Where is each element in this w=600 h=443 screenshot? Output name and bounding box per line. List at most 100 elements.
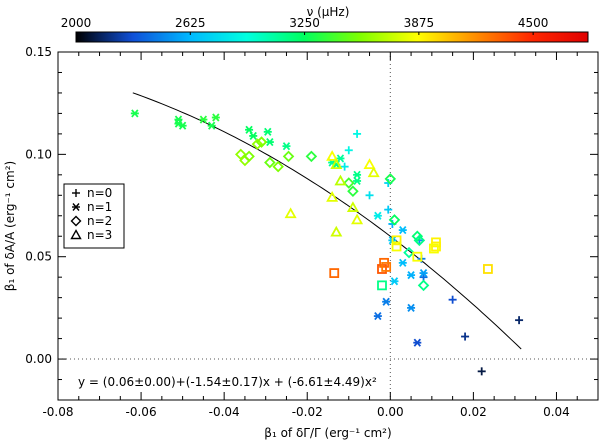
legend-label: n=1 xyxy=(87,200,112,214)
triangle-shape xyxy=(330,225,343,237)
triangle-shape xyxy=(346,201,359,212)
colorbar-tick-label: 3875 xyxy=(404,16,435,30)
data-point-asterisk xyxy=(373,311,382,321)
triangle-shape xyxy=(284,207,297,219)
diamond-shape xyxy=(255,136,268,148)
data-point-square xyxy=(391,235,402,246)
data-point-asterisk xyxy=(263,127,272,136)
x-tick-label: -0.04 xyxy=(209,405,240,419)
data-point-plus xyxy=(344,146,353,155)
legend-marker-diamond xyxy=(70,215,82,227)
data-point-diamond xyxy=(243,150,255,163)
square-shape xyxy=(412,251,423,262)
colorbar-gradient xyxy=(75,31,589,43)
diamond-shape xyxy=(272,160,284,173)
data-point-plus xyxy=(353,129,362,138)
data-point-diamond xyxy=(411,230,424,243)
square-shape xyxy=(431,241,441,252)
data-point-triangle xyxy=(330,225,343,237)
legend-label: n=3 xyxy=(87,228,112,242)
data-point-asterisk xyxy=(413,338,422,347)
data-point-square xyxy=(412,251,423,262)
data-point-triangle xyxy=(326,191,339,202)
data-point-diamond xyxy=(417,279,430,292)
data-point-asterisk xyxy=(211,113,220,122)
colorbar-tick-label: 3250 xyxy=(289,16,320,30)
data-point-plus xyxy=(461,332,470,341)
asterisk-stroke xyxy=(212,113,220,122)
data-point-asterisk xyxy=(130,109,139,118)
asterisk-stroke xyxy=(374,211,382,220)
triangle-shape xyxy=(330,158,343,169)
legend: n=0n=1n=2n=3 xyxy=(63,183,125,249)
data-point-asterisk xyxy=(353,176,362,186)
data-point-square xyxy=(431,241,441,252)
diamond-shape xyxy=(282,150,295,163)
data-point-triangle xyxy=(330,158,343,169)
square-shape xyxy=(381,262,392,272)
asterisk-stroke xyxy=(382,297,390,306)
data-point-asterisk xyxy=(207,121,216,130)
asterisk-stroke xyxy=(353,170,361,179)
asterisk-stroke xyxy=(374,311,382,321)
plot-frame xyxy=(57,51,599,401)
data-points xyxy=(130,109,524,376)
legend-label: n=2 xyxy=(87,214,112,228)
diamond-shape xyxy=(264,156,276,169)
asterisk-stroke xyxy=(199,115,208,124)
diamond-shape xyxy=(388,214,401,226)
diamond-shape xyxy=(70,215,82,227)
square-shape xyxy=(329,268,340,278)
asterisk-stroke xyxy=(264,127,272,136)
triangle-shape xyxy=(367,166,380,178)
asterisk-stroke xyxy=(399,226,407,235)
asterisk-stroke xyxy=(413,338,421,347)
diamond-shape xyxy=(417,279,430,292)
data-point-square xyxy=(381,262,392,272)
triangle-shape xyxy=(70,229,82,240)
data-point-asterisk xyxy=(353,170,362,179)
asterisk-stroke xyxy=(245,125,253,134)
data-point-diamond xyxy=(251,138,264,150)
legend-marker-asterisk xyxy=(72,203,80,211)
data-point-asterisk xyxy=(178,121,187,130)
diamond-shape xyxy=(347,185,359,197)
data-point-triangle xyxy=(346,201,359,212)
triangle-shape xyxy=(326,150,339,161)
asterisk-stroke xyxy=(407,303,415,312)
data-point-triangle xyxy=(351,213,364,225)
asterisk-stroke xyxy=(131,109,139,118)
x-tick-label: -0.08 xyxy=(42,405,73,419)
colorbar-tick-label: 2625 xyxy=(175,16,206,30)
diamond-shape xyxy=(413,234,426,247)
x-tick-label: -0.06 xyxy=(126,405,157,419)
axis-ticks xyxy=(57,51,599,401)
data-point-asterisk xyxy=(249,131,258,141)
data-point-diamond xyxy=(255,136,268,148)
data-point-square xyxy=(329,268,340,278)
asterisk-stroke xyxy=(72,203,80,211)
data-point-diamond xyxy=(305,150,318,163)
reference-lines xyxy=(58,52,598,400)
square-shape xyxy=(391,241,402,252)
data-point-diamond xyxy=(282,150,295,163)
data-point-triangle xyxy=(326,150,339,161)
asterisk-stroke xyxy=(174,119,183,128)
square-shape xyxy=(483,264,493,274)
triangle-shape xyxy=(326,191,339,202)
data-point-square xyxy=(429,243,439,254)
x-tick-label: 0.02 xyxy=(460,405,487,419)
colorbar: ν (μHz) 2000 2625 3250 3875 4500 xyxy=(61,5,589,43)
x-tick-label: 0.04 xyxy=(543,405,570,419)
data-point-asterisk xyxy=(174,115,183,124)
data-point-diamond xyxy=(403,246,415,259)
diamond-shape xyxy=(384,173,397,185)
colorbar-tick-label: 4500 xyxy=(518,16,549,30)
data-point-diamond xyxy=(342,177,355,189)
data-point-plus xyxy=(477,367,486,376)
data-point-plus xyxy=(365,191,374,200)
asterisk-stroke xyxy=(407,271,415,280)
data-point-diamond xyxy=(384,173,397,185)
triangle-shape xyxy=(363,158,376,169)
colorbar-tick-label: 2000 xyxy=(61,16,92,30)
